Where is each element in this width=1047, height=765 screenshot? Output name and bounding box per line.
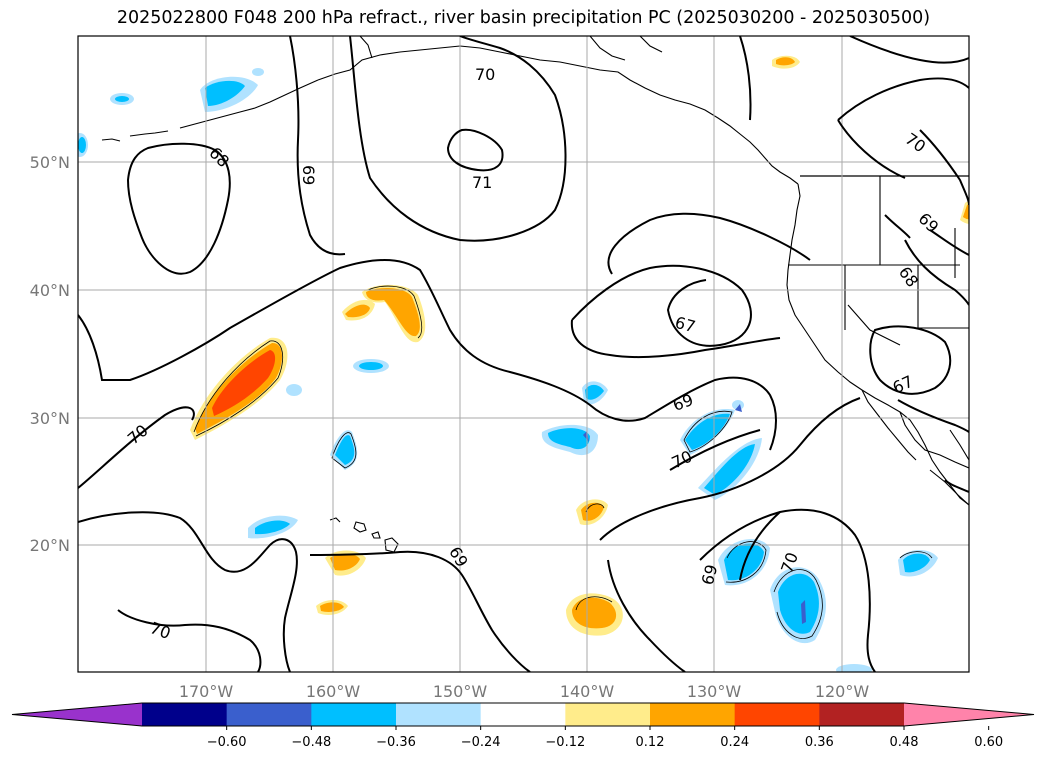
- contour-label: 67: [673, 313, 698, 337]
- lat-tick-label: 20°N: [30, 536, 70, 555]
- colorbar-segment: [396, 703, 482, 726]
- latitude-axis: 50°N 40°N 30°N 20°N: [30, 153, 70, 555]
- colorbar-segment: [480, 703, 566, 726]
- contour-label: 71: [472, 173, 492, 192]
- gridlines: [78, 36, 969, 672]
- shading-outlines: [193, 285, 933, 639]
- colorbar-outline: [11, 702, 1035, 727]
- colorbar-extend-high: [904, 703, 1034, 726]
- longitude-axis: 170°W 160°W 150°W 140°W 130°W 120°W: [179, 682, 870, 701]
- colorbar-tick-label: 0.24: [720, 735, 749, 750]
- colorbar-segment: [819, 703, 905, 726]
- lon-tick-label: 170°W: [179, 682, 234, 701]
- lat-tick-label: 40°N: [30, 281, 70, 300]
- lon-tick-label: 150°W: [433, 682, 488, 701]
- colorbar-tick-label: 0.48: [890, 735, 919, 750]
- colorbar-segment: [734, 703, 820, 726]
- colorbar-segment: [226, 703, 312, 726]
- colorbar-ticks: −0.60 −0.48 −0.36 −0.24 −0.12 0.12 0.24 0.36 0.4…: [207, 726, 1003, 750]
- precipitation-shading: [78, 55, 969, 672]
- lat-tick-label: 50°N: [30, 153, 70, 172]
- colorbar-segment: [650, 703, 736, 726]
- colorbar-segment: [142, 703, 228, 726]
- contour-label: 69: [299, 165, 318, 185]
- lon-tick-label: 140°W: [560, 682, 615, 701]
- map-panel: 70 71 68 69 69 70 67 69 70 70 69 68 67 7…: [78, 36, 969, 672]
- colorbar-tick-label: −0.36: [376, 735, 416, 750]
- colorbar-tick-label: 0.12: [636, 735, 665, 750]
- colorbar-tick-label: −0.60: [207, 735, 247, 750]
- map-frame: [77, 35, 970, 673]
- colorbar-tick-label: −0.24: [461, 735, 501, 750]
- map-title: 2025022800 F048 200 hPa refract., river …: [116, 8, 931, 28]
- coastlines: [101, 36, 969, 553]
- lat-tick-label: 30°N: [30, 409, 70, 428]
- contour-label: 69: [698, 562, 722, 587]
- colorbar-segment: [565, 703, 651, 726]
- colorbar-tick-label: 0.60: [974, 735, 1003, 750]
- colorbar-tick-label: −0.12: [545, 735, 585, 750]
- colorbar-tick-label: 0.36: [805, 735, 834, 750]
- refractivity-contours: [78, 36, 969, 672]
- lon-tick-label: 120°W: [815, 682, 870, 701]
- contour-label: 70: [475, 65, 495, 84]
- colorbar-tick-label: −0.48: [291, 735, 331, 750]
- colorbar-extend-low: [12, 703, 142, 726]
- colorbar-segment: [311, 703, 397, 726]
- lon-tick-label: 130°W: [687, 682, 742, 701]
- colorbar: [11, 702, 1035, 727]
- lon-tick-label: 160°W: [306, 682, 361, 701]
